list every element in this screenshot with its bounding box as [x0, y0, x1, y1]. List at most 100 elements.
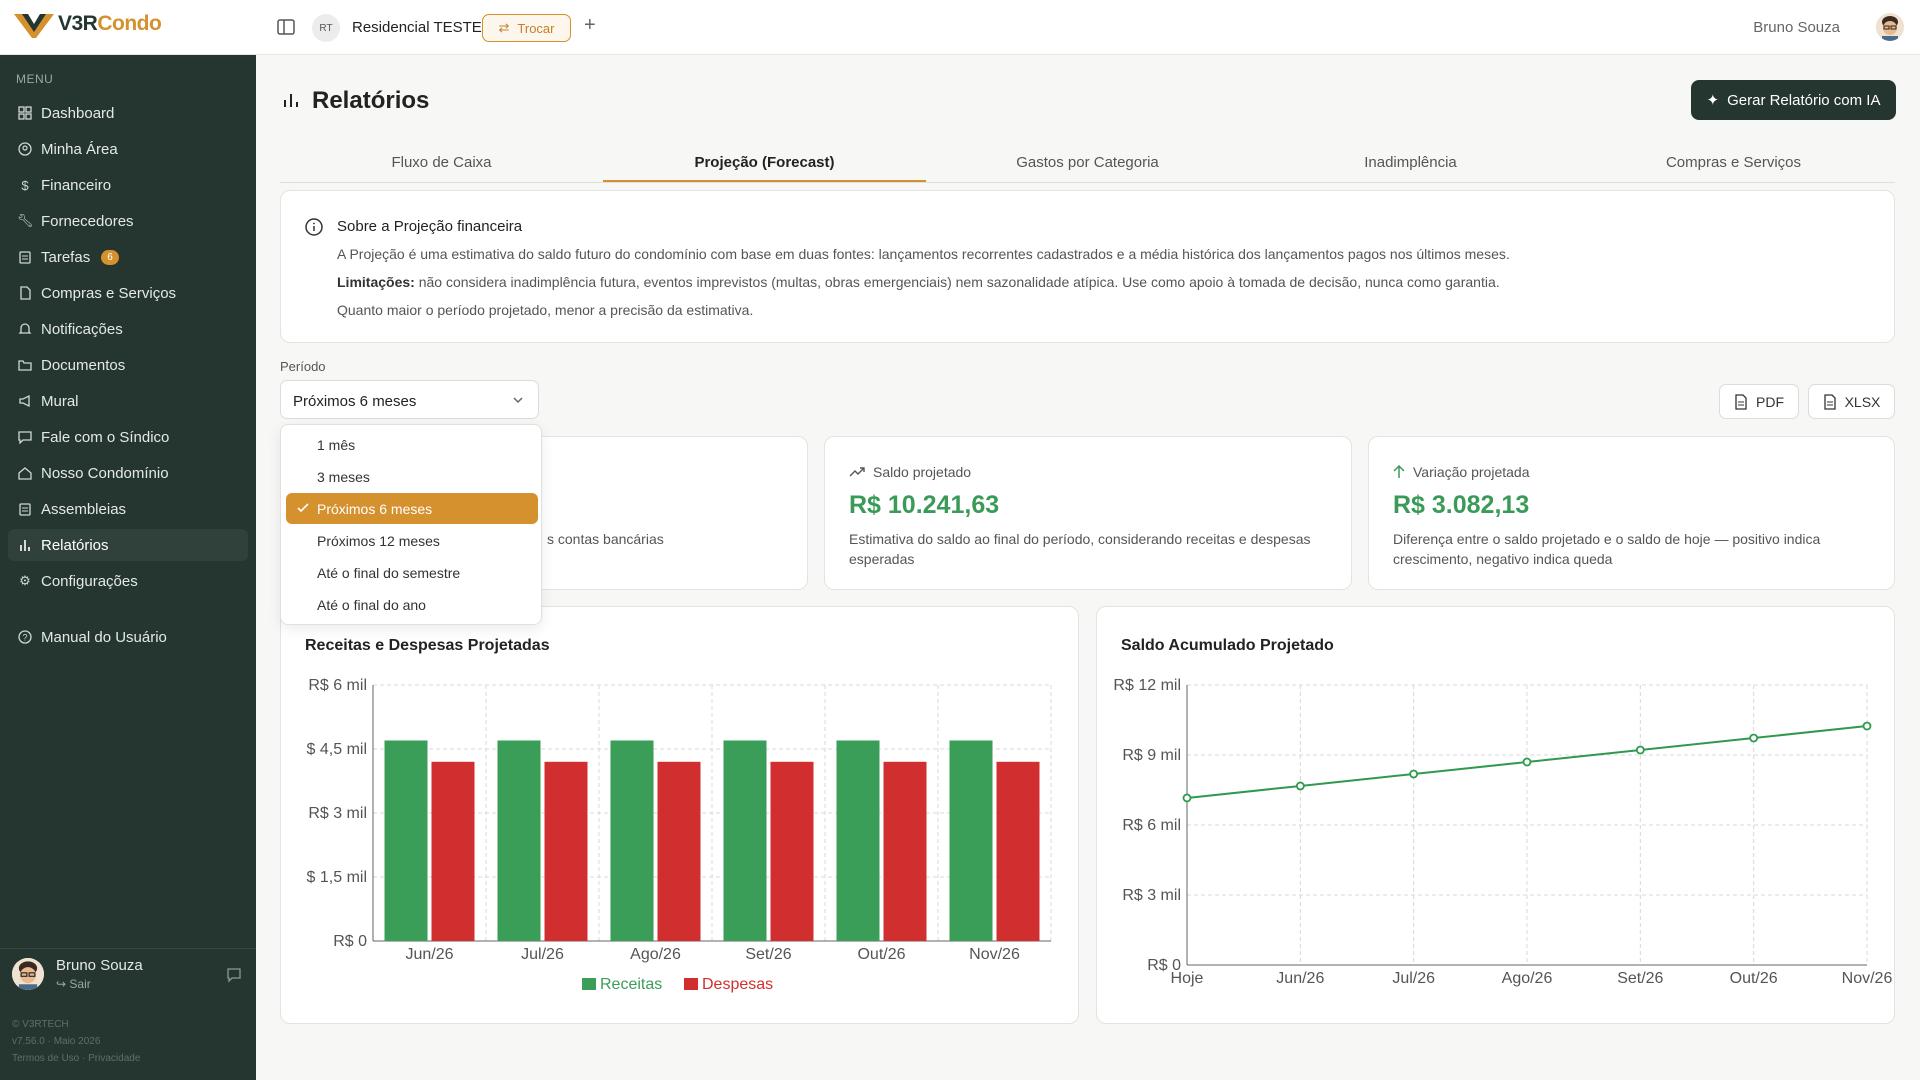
tab-inadimplencia[interactable]: Inadimplência — [1364, 154, 1457, 171]
logout-link[interactable]: ↪ Sair — [56, 977, 91, 991]
generate-ai-report-label: Gerar Relatório com IA — [1727, 91, 1881, 109]
tab-fluxo-caixa[interactable]: Fluxo de Caixa — [391, 154, 492, 171]
limitations-label: Limitações: — [337, 274, 415, 290]
trend-up-icon — [849, 467, 865, 477]
x-tick-label: Out/26 — [1730, 970, 1778, 987]
period-option[interactable]: Até o final do ano — [317, 596, 426, 613]
legend-swatch — [582, 978, 596, 990]
sidebar-item-tarefas[interactable]: Tarefas 6 — [8, 241, 248, 273]
sidebar-item-nosso-condominio[interactable]: Nosso Condomínio — [8, 457, 248, 489]
stat-desc: Diferença entre o saldo projetado e o sa… — [1393, 531, 1821, 567]
logo-text: V3RCondo — [58, 12, 162, 35]
x-tick-label: Jul/26 — [1392, 970, 1435, 987]
export-pdf-button[interactable]: PDF — [1719, 384, 1799, 419]
sidebar-item-financeiro[interactable]: $ Financeiro — [8, 169, 248, 201]
bar-chart-card: Receitas e Despesas Projetadas R$ 0 $ 1,5… — [280, 606, 1079, 1024]
report-tabs: Fluxo de Caixa Projeção (Forecast) Gasto… — [280, 150, 1895, 183]
line-chart-card: Saldo Acumulado Projetado R$ 0 R$ 3 mil R$… — [1096, 606, 1895, 1024]
help-icon: ? — [18, 630, 32, 644]
export-pdf-label: PDF — [1756, 393, 1784, 410]
sidebar-item-minha-area[interactable]: Minha Área — [8, 133, 248, 165]
stat-card-projected-variation: Variação projetada R$ 3.082,13 Diferença… — [1368, 436, 1895, 590]
tab-compras-servicos[interactable]: Compras e Serviços — [1665, 154, 1802, 171]
period-option[interactable]: Até o final do semestre — [317, 564, 461, 581]
megaphone-icon — [18, 394, 32, 408]
bar-despesas — [544, 761, 588, 941]
wrench-icon: 🔧︎ — [16, 213, 34, 228]
period-option[interactable]: Próximos 12 meses — [317, 532, 440, 549]
sidebar-item-configuracoes[interactable]: ⚙ Configurações — [8, 565, 248, 597]
stat-value: R$ 3.082,13 — [1393, 491, 1530, 519]
file-icon — [1735, 393, 1747, 410]
x-tick-label: Set/26 — [1617, 970, 1663, 987]
sidebar-item-compras[interactable]: Compras e Serviços — [8, 277, 248, 309]
copyright: © V3RTECH — [12, 1019, 69, 1030]
period-option[interactable]: 3 meses — [317, 468, 370, 485]
logo-mark-icon — [14, 14, 54, 38]
period-selected-value: Próximos 6 meses — [293, 393, 417, 410]
export-xlsx-label: XLSX — [1844, 393, 1881, 410]
sidebar-item-fale-sindico[interactable]: Fale com o Síndico — [8, 421, 248, 453]
line-chart: R$ 0 R$ 3 mil R$ 6 mil R$ 9 mil R$ 12 mil Hoj… — [1113, 677, 1892, 987]
tab-gastos-categoria[interactable]: Gastos por Categoria — [1016, 154, 1159, 171]
swap-icon: ⇄ — [498, 20, 510, 35]
sidebar-item-relatorios[interactable]: Relatórios — [8, 529, 248, 561]
menu-label: MENU — [16, 72, 54, 86]
stat-label: Saldo projetado — [849, 464, 971, 480]
condo-name: Residencial TESTE — [352, 19, 482, 36]
info-description: A Projeção é uma estimativa do saldo fut… — [337, 246, 1510, 262]
legal-links[interactable]: Termos de Uso · Privacidade — [12, 1053, 141, 1064]
top-bar: V3RCondo RT Residencial TESTE ⇄ Trocar +… — [0, 0, 1920, 55]
bar-chart-icon — [18, 538, 32, 552]
export-xlsx-button[interactable]: XLSX — [1808, 384, 1895, 419]
sidebar-toggle-icon[interactable] — [276, 17, 296, 37]
y-tick-label: R$ 0 — [1147, 957, 1181, 974]
version: v7.56.0 · Maio 2026 — [12, 1036, 101, 1047]
period-select[interactable]: Próximos 6 meses — [280, 380, 539, 419]
info-precision-note: Quanto maior o período projetado, menor … — [337, 302, 754, 318]
message-icon[interactable] — [226, 967, 242, 983]
x-tick-label: Ago/26 — [1502, 970, 1553, 987]
sparkle-icon: ✦ — [1706, 92, 1720, 109]
user-name[interactable]: Bruno Souza — [1753, 19, 1840, 36]
x-tick-label: Nov/26 — [969, 946, 1020, 963]
bar-despesas — [431, 761, 475, 941]
y-tick-label: R$ 6 mil — [1122, 817, 1181, 834]
user-avatar[interactable] — [1876, 13, 1904, 41]
y-tick-label: $ 4,5 mil — [307, 741, 367, 758]
generate-ai-report-button[interactable]: ✦ Gerar Relatório com IA — [1691, 80, 1896, 120]
condo-avatar[interactable]: RT — [312, 14, 340, 42]
app-logo[interactable]: V3RCondo — [14, 10, 162, 38]
y-tick-label: R$ 9 mil — [1122, 747, 1181, 764]
bar-despesas — [657, 761, 701, 941]
sidebar-item-fornecedores[interactable]: 🔧︎ Fornecedores — [8, 205, 248, 237]
add-condo-icon[interactable]: + — [584, 14, 596, 36]
sidebar-item-manual[interactable]: ? Manual do Usuário — [8, 621, 248, 653]
grid-icon — [18, 106, 32, 120]
period-option[interactable]: 1 mês — [317, 436, 356, 453]
data-point — [1635, 745, 1645, 755]
bar-chart: R$ 0 $ 1,5 mil R$ 3 mil $ 4,5 mil R$ 6 mil Ju… — [307, 677, 1052, 993]
sidebar-user-name: Bruno Souza — [56, 957, 143, 974]
sidebar-item-mural[interactable]: Mural — [8, 385, 248, 417]
sidebar-item-notificacoes[interactable]: Notificações — [8, 313, 248, 345]
stat-label-text: Saldo projetado — [873, 464, 972, 480]
sidebar-item-label: Fale com o Síndico — [41, 428, 170, 446]
tasks-count-badge: 6 — [101, 249, 119, 265]
chart-title: Saldo Acumulado Projetado — [1121, 637, 1334, 654]
bar-despesas — [770, 761, 814, 941]
tab-projecao[interactable]: Projeção (Forecast) — [603, 150, 926, 182]
switch-condo-button[interactable]: ⇄ Trocar — [482, 14, 571, 42]
x-tick-label: Jun/26 — [1276, 970, 1324, 987]
period-option-selected[interactable]: Próximos 6 meses — [286, 493, 538, 524]
sidebar-item-label: Configurações — [41, 572, 138, 590]
y-tick-label: R$ 3 mil — [1122, 887, 1181, 904]
bell-icon — [18, 322, 32, 336]
x-tick-label: Ago/26 — [630, 946, 681, 963]
bar-receitas — [497, 740, 541, 941]
sidebar-item-assembleias[interactable]: Assembleias — [8, 493, 248, 525]
sidebar-item-dashboard[interactable]: Dashboard — [8, 97, 248, 129]
clipboard-icon — [18, 250, 32, 264]
sidebar-item-documentos[interactable]: Documentos — [8, 349, 248, 381]
data-point — [1749, 733, 1759, 743]
